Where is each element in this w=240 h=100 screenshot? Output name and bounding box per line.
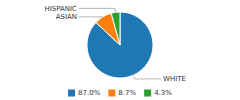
slice-label: HISPANIC bbox=[44, 5, 77, 13]
leader-line bbox=[79, 16, 103, 17]
pie: WHITE ASIANHISPANIC bbox=[44, 5, 185, 84]
legend-label: 87.0% bbox=[78, 89, 101, 97]
chart: WHITE ASIANHISPANIC 87.0% 8.7% 4.3% bbox=[0, 0, 240, 100]
legend-item: 8.7% bbox=[108, 89, 136, 97]
legend-item: 87.0% bbox=[68, 89, 101, 97]
pie-slice bbox=[87, 12, 153, 78]
leader-line bbox=[79, 8, 116, 12]
slice-label: ASIAN bbox=[56, 13, 77, 21]
legend: 87.0% 8.7% 4.3% bbox=[68, 89, 172, 97]
leader-line bbox=[133, 75, 161, 79]
legend-label: 8.7% bbox=[118, 89, 136, 97]
legend-item: 4.3% bbox=[144, 89, 172, 97]
slice-label: WHITE bbox=[163, 75, 186, 83]
pie-slice bbox=[111, 12, 120, 45]
legend-swatch bbox=[68, 90, 75, 97]
legend-swatch bbox=[108, 90, 115, 97]
legend-swatch bbox=[144, 90, 151, 97]
legend-label: 4.3% bbox=[154, 89, 172, 97]
